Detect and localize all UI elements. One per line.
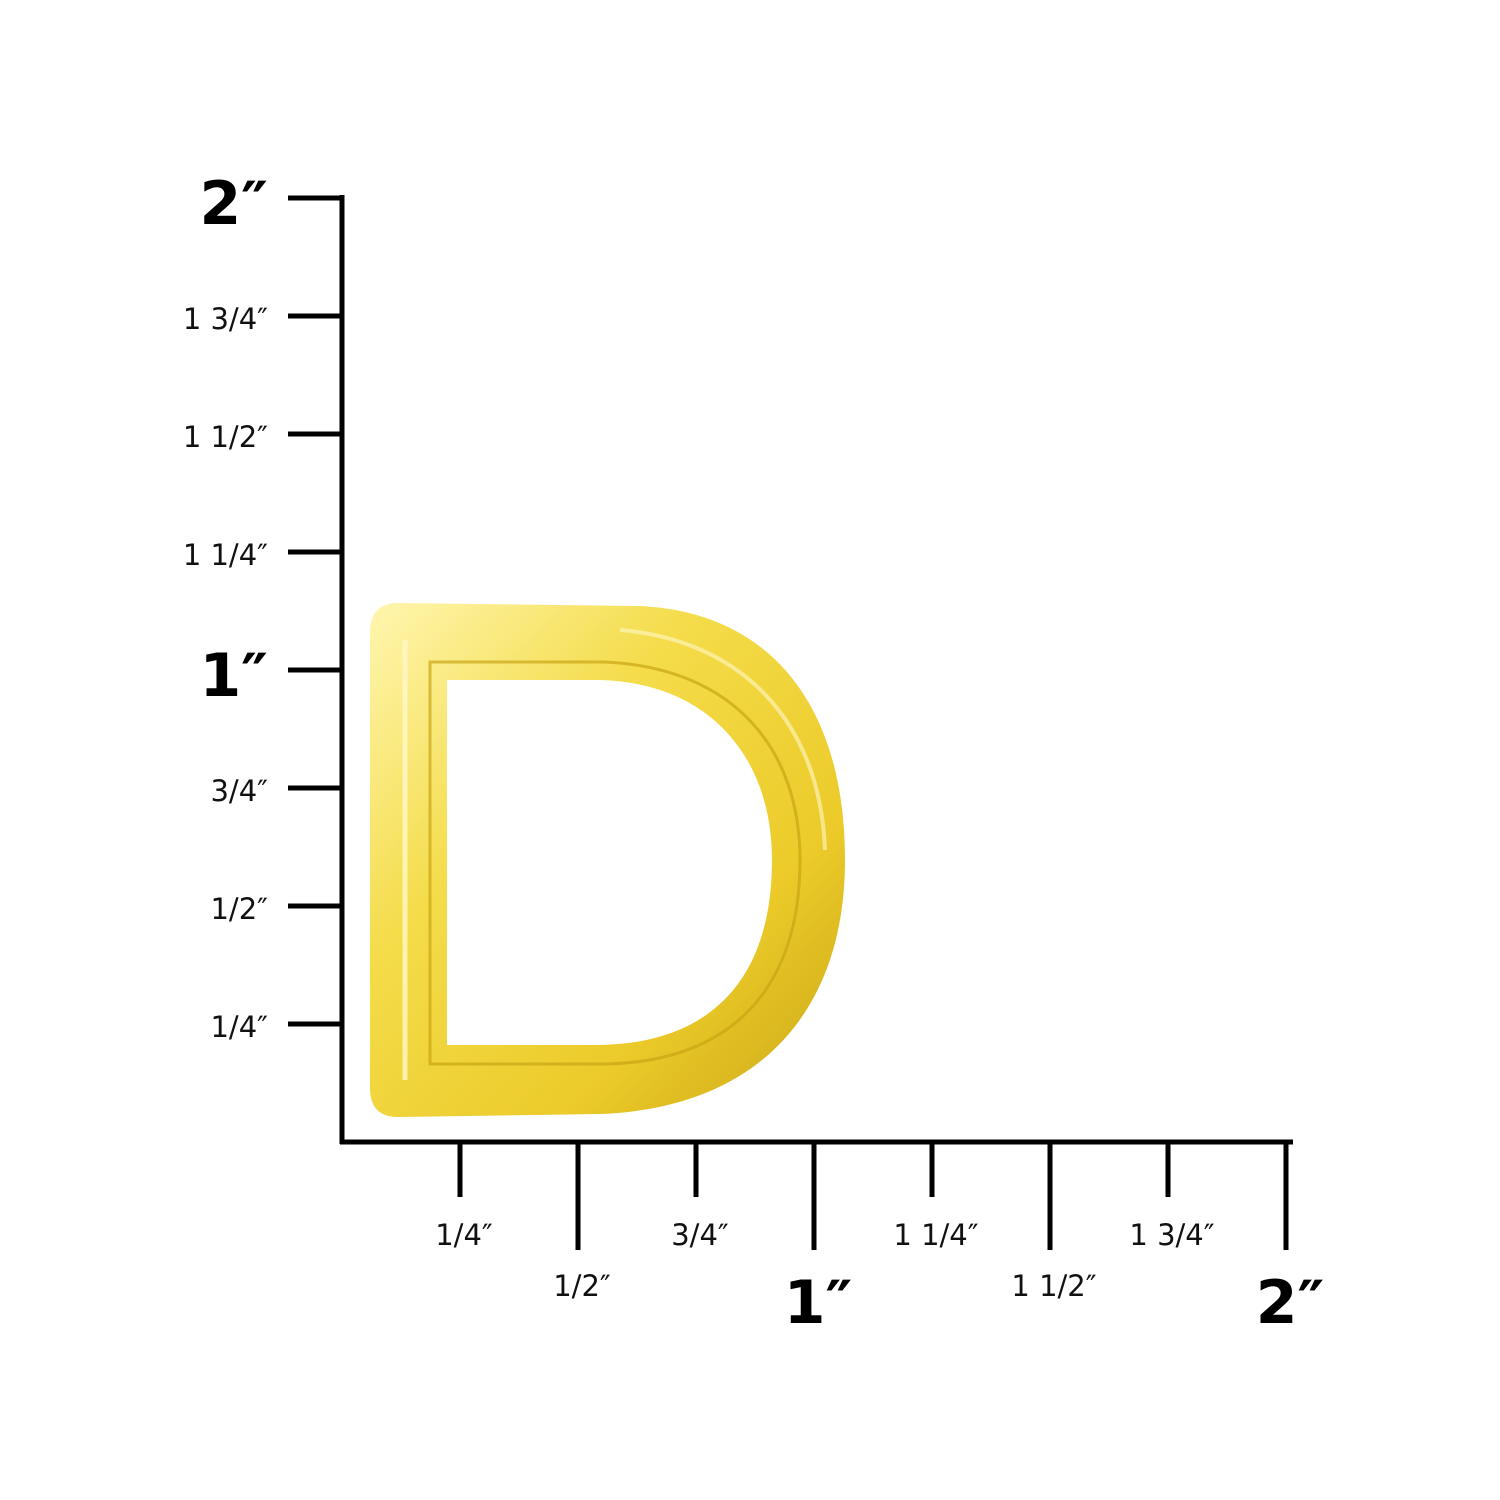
horizontal-tick-label: 1 3/4″ (1129, 1218, 1214, 1252)
horizontal-tick-label: 1″ (784, 1268, 853, 1338)
horizontal-tick-label: 3/4″ (671, 1218, 729, 1252)
vertical-tick-label: 3/4″ (210, 774, 268, 808)
horizontal-tick-label: 1/4″ (435, 1218, 493, 1252)
horizontal-tick-label: 2″ (1256, 1268, 1325, 1338)
vertical-tick-label: 1″ (199, 641, 268, 711)
horizontal-ruler: 1/4″ 1/2″ 3/4″ 1″ 1 1/4″ 1 1/2″ 1 3/4″ 2″ (435, 1142, 1324, 1338)
horizontal-tick-label: 1 1/2″ (1011, 1269, 1096, 1303)
vertical-tick-label: 2″ (199, 169, 268, 239)
vertical-tick-label: 1 1/2″ (183, 420, 268, 454)
vertical-tick-label: 1 1/4″ (183, 538, 268, 572)
vertical-ruler: 2″ 1 3/4″ 1 1/2″ 1 1/4″ 1″ 3/4″ 1/2″ 1/4″ (183, 169, 342, 1044)
horizontal-tick-label: 1 1/4″ (893, 1218, 978, 1252)
vertical-tick-label: 1/2″ (210, 892, 268, 926)
horizontal-tick-label: 1/2″ (553, 1269, 611, 1303)
vertical-tick-label: 1 3/4″ (183, 302, 268, 336)
d-ring-image (370, 603, 845, 1117)
vertical-tick-label: 1/4″ (210, 1010, 268, 1044)
